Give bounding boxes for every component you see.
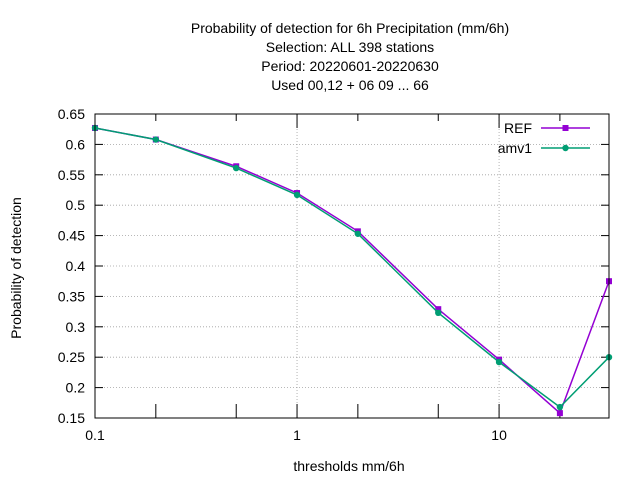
y-tick-label: 0.25 [58,349,85,365]
y-tick-label: 0.65 [58,106,85,122]
chart-title-line-1: Probability of detection for 6h Precipit… [191,20,509,36]
data-point-amv1 [354,230,362,237]
x-tick-label: 1 [293,427,301,443]
x-tick-label: 0.1 [85,427,105,443]
data-point-amv1 [495,358,503,366]
y-tick-label: 0.15 [58,410,85,426]
data-point-amv1 [556,403,564,411]
chart-title-line-2: Selection: ALL 398 stations [266,39,434,55]
y-tick-label: 0.45 [58,228,85,244]
data-point-amv1 [293,191,301,199]
x-axis-label: thresholds mm/6h [293,458,404,474]
y-tick-label: 0.3 [66,319,86,335]
chart-title: Probability of detection for 6h Precipit… [191,20,509,93]
legend-label-amv1: amv1 [498,140,532,156]
data-point-amv1 [233,164,240,172]
plot-frame [94,113,610,419]
y-tick-label: 0.5 [66,197,86,213]
legend: REF amv1 [498,120,590,156]
series-layer [91,124,613,417]
y-tick-label: 0.2 [66,380,86,396]
axis-ticks: 0.15 0.2 0.25 0.3 0.35 0.4 0.45 0.5 0.55 0.6 0.65 0… [58,106,609,443]
legend-marker-amv1 [562,144,569,152]
chart-title-line-3: Period: 20220601-20220630 [261,58,439,74]
y-axis-label: Probability of detection [8,197,24,339]
legend-label-REF: REF [504,120,532,136]
y-tick-label: 0.6 [66,136,86,152]
x-tick-label: 10 [491,427,507,443]
data-point-REF [556,410,563,417]
y-tick-label: 0.4 [66,258,86,274]
data-point-amv1 [152,136,160,143]
legend-marker-REF [562,125,569,131]
series-line-amv1 [94,127,610,409]
y-tick-label: 0.55 [58,167,85,183]
grid [95,114,609,418]
data-point-amv1 [435,309,442,317]
data-point-REF [435,306,442,313]
chart-title-line-4: Used 00,12 + 06 09 ... 66 [271,77,429,93]
series-line-REF [94,127,610,415]
y-tick-label: 0.35 [58,288,85,304]
